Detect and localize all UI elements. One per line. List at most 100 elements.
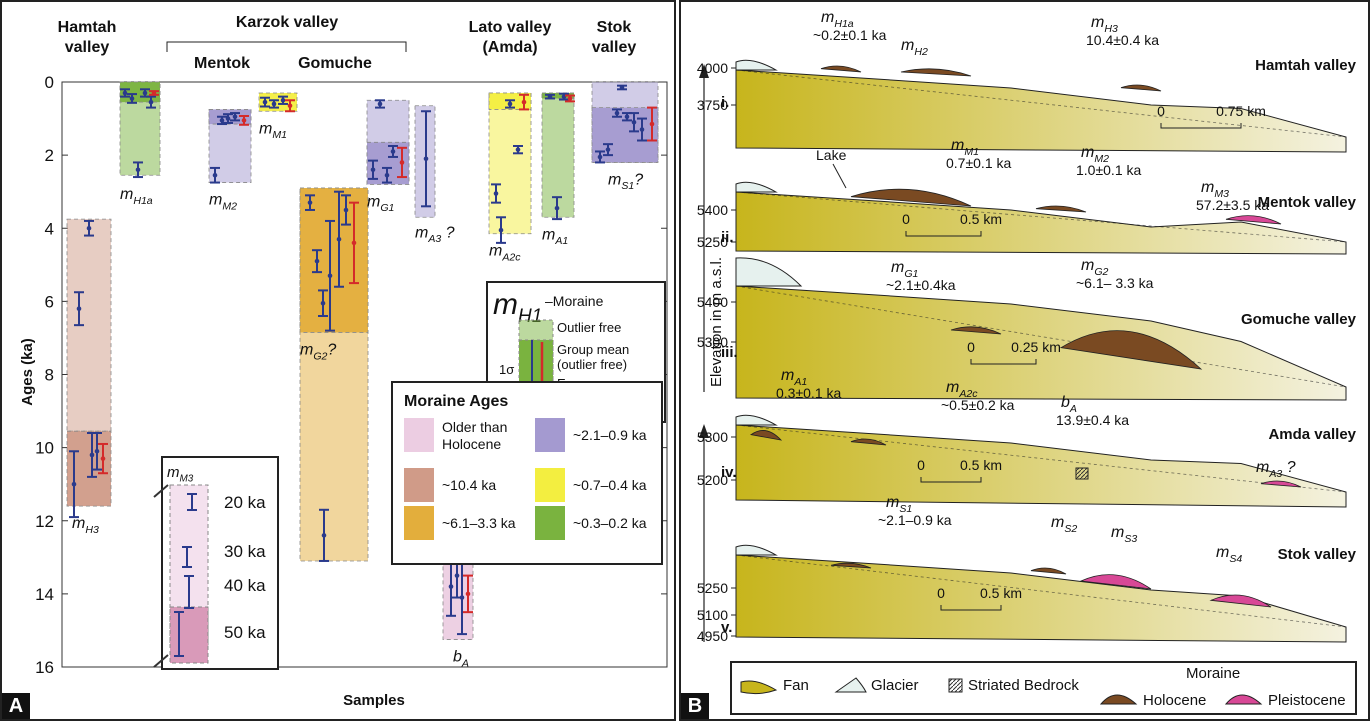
ice-line-0 <box>735 69 1347 138</box>
bar-gomuche-g2-core <box>299 187 369 333</box>
profile-roman: v. <box>721 619 732 636</box>
profile-moraine-A3: mA3 ? <box>1256 459 1296 480</box>
age-point <box>493 191 499 196</box>
x-axis-label: Samples <box>343 692 405 709</box>
label-mm2: mM2 <box>209 192 237 213</box>
profile-moraine-H1a: mH1a <box>821 9 854 30</box>
age-point <box>280 97 286 103</box>
label-mg1: mG1 <box>367 193 394 214</box>
age-point <box>122 90 128 96</box>
panel-a-label: A <box>2 693 30 719</box>
key-outlier: Outlier free <box>557 320 621 335</box>
y-tick-label: 12 <box>35 512 54 531</box>
age-point <box>454 573 460 578</box>
key-core <box>518 339 554 389</box>
profile-age: ~6.1– 3.3 ka <box>1076 275 1154 291</box>
profile-tick-label: 5400 <box>697 294 728 310</box>
profile-moraine-G1: mG1 <box>891 259 918 280</box>
legend-swatch <box>404 506 434 540</box>
label-ba: bA <box>453 649 469 670</box>
fan-1 <box>735 191 1347 255</box>
inset-tick: 30 ka <box>224 542 266 561</box>
glacier-1 <box>735 181 778 193</box>
legend-swatch <box>535 468 565 502</box>
y-tick-label: 14 <box>35 585 54 604</box>
legend-glacier-label: Glacier <box>871 677 919 694</box>
profile-tick-label: 5300 <box>697 334 728 350</box>
label-ms1: mS1? <box>608 171 643 192</box>
profile-moraine-G2: mG2 <box>1081 257 1109 278</box>
legend-title: Moraine Ages <box>404 393 508 410</box>
y-tick-label: 16 <box>35 658 54 677</box>
profile-name: Hamtah valley <box>1255 57 1357 74</box>
legend-item-label: ~2.1–0.9 ka <box>573 427 647 443</box>
scale-bar <box>920 477 982 483</box>
moraine-bump <box>1260 480 1302 488</box>
profile-moraine-A: bA <box>1061 394 1077 415</box>
ice-line-2 <box>735 285 1347 388</box>
group-stok: Stok <box>597 19 632 36</box>
age-point <box>459 595 465 600</box>
age-point <box>135 167 141 173</box>
scale-label: 0 <box>937 585 945 601</box>
y-tick-label: 2 <box>45 146 54 165</box>
profile-roman: ii. <box>721 229 734 246</box>
lake-pointer <box>832 163 847 189</box>
profile-tick-label: 5200 <box>697 472 728 488</box>
age-point <box>142 90 148 96</box>
scale-label: 0 <box>1157 103 1165 119</box>
scale-label: 0.75 km <box>1216 103 1266 119</box>
profile-tick-label: 5250 <box>697 234 728 250</box>
key-sigma: 1σ <box>499 362 514 377</box>
age-point <box>320 300 326 306</box>
group-hamtah: valley <box>65 39 110 56</box>
scale-bar <box>970 359 1037 365</box>
group-lato: Lato valley <box>469 19 552 36</box>
age-point <box>307 200 313 205</box>
y-tick-label: 10 <box>35 439 54 458</box>
bar-amda-a2c-dist <box>488 92 532 235</box>
age-point <box>76 306 82 311</box>
age-point <box>597 154 603 160</box>
profile-name: Stok valley <box>1278 546 1357 563</box>
elevation-label: Elevation in m a.s.l. <box>708 257 725 387</box>
scale-bar <box>940 605 1002 611</box>
legend-item-label: ~0.3–0.2 ka <box>573 515 647 531</box>
label-mm1: mM1 <box>259 120 287 141</box>
y-tick-label: 4 <box>45 219 54 238</box>
panel-a: 0 2 4 6 8 10 12 14 16 Ages (ka) Samples Hamtah valle… <box>0 0 676 721</box>
age-point <box>567 96 573 101</box>
profile-age: 0.3±0.1 ka <box>776 385 841 401</box>
elev-arrowhead <box>699 424 709 438</box>
age-point <box>225 116 231 121</box>
glacier-4 <box>735 544 778 556</box>
striated-bedrock <box>1075 467 1089 480</box>
profile-moraine-M1: mM1 <box>951 137 979 158</box>
legend-item-label: ~10.4 ka <box>442 477 496 493</box>
legend-bedrock-label: Striated Bedrock <box>968 677 1079 694</box>
age-point <box>71 481 77 487</box>
moraine-bump <box>1225 215 1282 225</box>
group-stok: valley <box>592 39 637 56</box>
age-point <box>521 99 527 105</box>
age-point <box>271 101 277 107</box>
moraine-bump <box>1035 205 1087 213</box>
axis-break <box>153 654 169 668</box>
legend-item-label: Older than <box>442 419 507 435</box>
age-point <box>649 121 655 127</box>
legend-pleistocene-label: Pleistocene <box>1268 692 1346 709</box>
bar-mentok-m2-core <box>208 109 252 125</box>
fan-0 <box>735 69 1347 153</box>
profile-moraine-S3: mS3 <box>1111 524 1137 545</box>
profile-moraine-A2c: mA2c <box>946 379 978 400</box>
legend-box <box>391 381 663 565</box>
legend-glacier <box>834 677 867 693</box>
legend-bedrock <box>948 678 963 693</box>
profile-age: 1.0±0.1 ka <box>1076 162 1141 178</box>
legend-holocene-label: Holocene <box>1143 692 1206 709</box>
age-point <box>498 227 504 233</box>
inset-tick: 20 ka <box>224 493 266 512</box>
y-tick-label: 8 <box>45 366 54 385</box>
age-point <box>129 96 135 101</box>
profile-moraine-A1: mA1 <box>781 367 807 388</box>
